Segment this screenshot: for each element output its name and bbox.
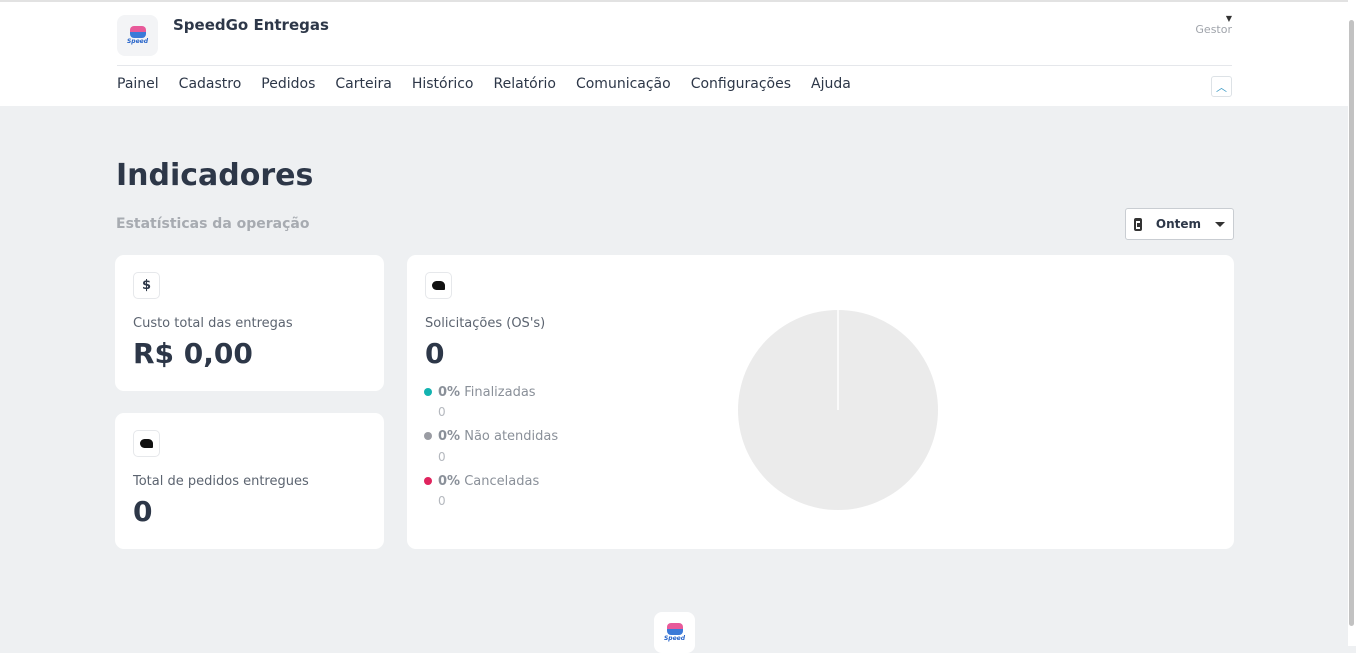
calendar-icon	[1134, 217, 1142, 231]
chevron-up-icon: ︿	[1216, 80, 1227, 94]
delivered-card: Total de pedidos entregues 0	[115, 413, 384, 549]
legend-finalizadas: 0% Finalizadas	[424, 385, 536, 400]
top-border	[0, 0, 1348, 2]
nav-relatorio[interactable]: Relatório	[493, 76, 556, 92]
caret-down-icon: ▼	[1225, 14, 1232, 23]
legend-label: Não atendidas	[464, 429, 559, 444]
nav-carteira[interactable]: Carteira	[335, 76, 392, 92]
dot-icon	[424, 432, 432, 440]
user-role: Gestor	[1195, 23, 1232, 36]
legend-canceladas: 0% Canceladas	[424, 474, 539, 489]
helmet-icon	[425, 272, 452, 299]
footer-logo: Speed	[654, 612, 695, 653]
nav-ajuda[interactable]: Ajuda	[811, 76, 851, 92]
legend-pct: 0%	[438, 474, 461, 489]
brand-name: SpeedGo Entregas	[173, 16, 329, 34]
legend-pct: 0%	[438, 429, 461, 444]
page-subtitle: Estatísticas da operação	[116, 216, 310, 232]
requests-pie-chart	[738, 310, 938, 510]
scrollbar-thumb[interactable]	[1349, 20, 1354, 626]
divider	[117, 65, 1232, 66]
date-filter-dropdown[interactable]: Ontem	[1125, 208, 1234, 240]
legend-count: 0	[438, 405, 446, 419]
nav-comunicacao[interactable]: Comunicação	[575, 76, 671, 92]
app-logo[interactable]: Speed	[117, 15, 158, 56]
delivered-label: Total de pedidos entregues	[133, 474, 309, 489]
user-menu[interactable]: ▼ Gestor	[1195, 14, 1232, 36]
logo-text: Speed	[126, 38, 149, 45]
caret-down-icon	[1215, 221, 1225, 227]
nav-pedidos[interactable]: Pedidos	[261, 76, 316, 92]
collapse-button[interactable]: ︿	[1211, 76, 1232, 97]
legend-count: 0	[438, 494, 446, 508]
page-title: Indicadores	[116, 158, 314, 193]
legend-count: 0	[438, 450, 446, 464]
dollar-icon: $	[133, 272, 160, 299]
main-nav: Painel Cadastro Pedidos Carteira Históri…	[117, 76, 851, 92]
scrollbar[interactable]	[1348, 0, 1356, 646]
legend-label: Canceladas	[464, 474, 540, 489]
nav-painel[interactable]: Painel	[117, 76, 159, 92]
cost-card: $ Custo total das entregas R$ 0,00	[115, 255, 384, 391]
requests-label: Solicitações (OS's)	[425, 316, 546, 331]
legend-nao-atendidas: 0% Não atendidas	[424, 429, 558, 444]
logo-text: Speed	[663, 635, 686, 642]
nav-configuracoes[interactable]: Configurações	[690, 76, 791, 92]
requests-value: 0	[425, 337, 445, 370]
nav-cadastro[interactable]: Cadastro	[178, 76, 242, 92]
dot-icon	[424, 477, 432, 485]
date-filter-value: Ontem	[1155, 217, 1201, 231]
legend-label: Finalizadas	[464, 385, 536, 400]
cost-label: Custo total das entregas	[133, 316, 293, 331]
legend-pct: 0%	[438, 385, 461, 400]
nav-historico[interactable]: Histórico	[411, 76, 474, 92]
helmet-icon	[133, 430, 160, 457]
header: Speed SpeedGo Entregas ▼ Gestor Painel Ca…	[0, 2, 1348, 106]
delivered-value: 0	[133, 495, 153, 528]
dot-icon	[424, 388, 432, 396]
requests-card: Solicitações (OS's) 0 0% Finalizadas 0 0…	[407, 255, 1234, 549]
cost-value: R$ 0,00	[133, 337, 253, 370]
